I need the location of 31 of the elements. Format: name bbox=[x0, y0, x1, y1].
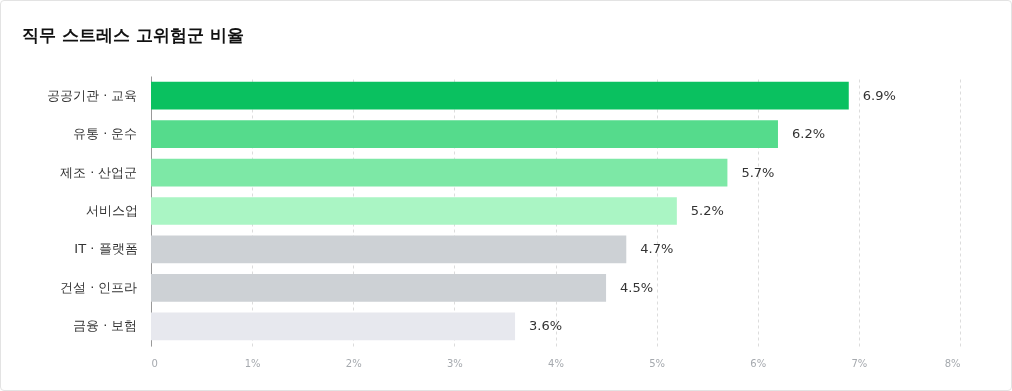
y-tick-label: 금융 · 보험 bbox=[73, 318, 138, 334]
y-tick-label: 제조 · 산업군 bbox=[60, 164, 138, 180]
y-tick-label: IT · 플랫폼 bbox=[74, 241, 138, 257]
bar bbox=[151, 81, 849, 110]
data-label: 4.5% bbox=[620, 279, 654, 295]
bar bbox=[151, 235, 627, 264]
data-label: 6.2% bbox=[791, 126, 826, 142]
data-label: 5.7% bbox=[741, 164, 775, 180]
x-tick-label: 7% bbox=[851, 357, 868, 369]
y-tick-label: 서비스업 bbox=[85, 203, 138, 218]
x-tick-label: 3% bbox=[446, 357, 463, 369]
data-label: 5.2% bbox=[690, 203, 724, 218]
bar bbox=[151, 274, 607, 302]
y-tick-label: 유통 · 운수 bbox=[73, 126, 138, 142]
x-tick-label: 4% bbox=[548, 357, 564, 369]
chart-title: 직무 스트레스 고위험군 비율 bbox=[22, 24, 244, 47]
y-tick-label: 공공기관 · 교육 bbox=[47, 87, 138, 103]
bar bbox=[151, 158, 728, 187]
data-label: 6.9% bbox=[862, 87, 896, 103]
x-tick-label: 8% bbox=[944, 357, 961, 369]
data-label: 3.6% bbox=[529, 318, 563, 334]
bar bbox=[151, 120, 778, 148]
bar bbox=[151, 197, 677, 225]
x-tick-label: 0 bbox=[151, 357, 158, 369]
x-tick-label: 2% bbox=[345, 357, 362, 369]
x-tick-label: 6% bbox=[750, 357, 767, 369]
x-tick-label: 1% bbox=[244, 357, 261, 369]
x-tick-label: 5% bbox=[649, 357, 666, 369]
data-label: 4.7% bbox=[640, 241, 674, 257]
y-tick-label: 건설 · 인프라 bbox=[60, 279, 138, 295]
bar bbox=[151, 312, 516, 341]
